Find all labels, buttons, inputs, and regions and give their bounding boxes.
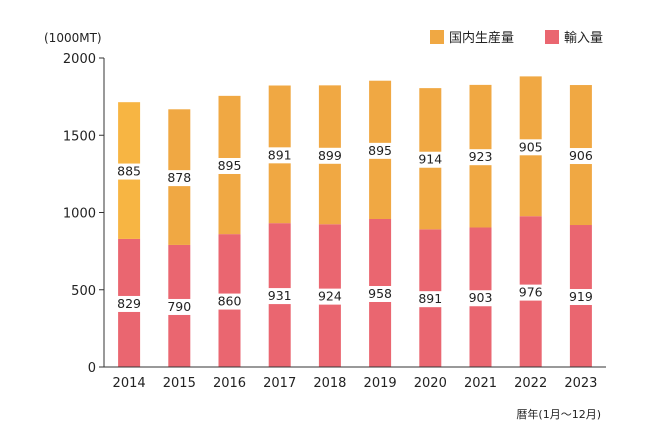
y-axis-ticks: 0 500 1000 1500 2000 [63,52,104,376]
x-tick-label: 2020 [414,376,447,391]
data-label: 860 [218,294,242,309]
data-labels: 829 885 790 878 860 895 931 891 924 899 958 895 891 9… [115,139,595,315]
data-label: 931 [268,288,292,303]
x-tick-label: 2017 [263,376,296,391]
x-tick-label: 2014 [113,376,146,391]
x-tick-label: 2019 [364,376,397,391]
data-label-background [115,163,144,180]
data-label-background [366,142,395,159]
data-label: 905 [519,139,543,154]
data-label-background [366,285,395,302]
data-label: 829 [117,296,141,311]
x-axis-ticks: 2014 2015 2016 2017 2018 2019 2020 2021 2022 2023 [113,376,598,391]
data-label-background [315,147,344,164]
axes [103,58,606,368]
y-tick-label: 1500 [63,129,96,144]
x-tick-label: 2015 [163,376,196,391]
legend-swatch [430,30,444,44]
data-label-background [566,289,595,306]
data-label: 919 [569,289,593,304]
data-label-background [516,284,545,301]
data-label: 895 [218,158,242,173]
data-label-background [566,148,595,165]
x-tick-label: 2016 [213,376,246,391]
data-label: 903 [469,290,493,305]
data-label: 976 [519,285,543,300]
data-label-background [516,139,545,156]
data-label: 914 [418,152,442,167]
data-label: 958 [368,286,392,301]
data-label-background [265,147,294,164]
data-label: 790 [167,299,191,314]
data-label: 923 [469,149,493,164]
data-label-background [466,290,495,307]
data-label-background [165,298,194,315]
y-tick-label: 2000 [63,52,96,67]
y-axis-unit-label: (1000MT) [44,31,102,45]
data-label: 895 [368,143,392,158]
data-label: 891 [418,291,442,306]
x-tick-label: 2021 [464,376,497,391]
data-label-background [416,291,445,308]
data-label: 891 [268,147,292,162]
data-label-background [265,288,294,305]
data-label: 885 [117,164,141,179]
x-tick-label: 2018 [313,376,346,391]
data-label-background [215,293,244,310]
data-label: 878 [167,170,191,185]
x-tick-label: 2022 [514,376,547,391]
data-label-background [165,170,194,187]
bars [118,76,592,367]
y-tick-label: 0 [88,361,96,376]
legend-label: 輸入量 [564,31,603,46]
y-tick-label: 500 [71,284,96,299]
data-label: 899 [318,148,342,163]
legend-swatch [545,30,559,44]
legend: 国内生産量 輸入量 [430,30,603,46]
data-label-background [466,149,495,166]
data-label-background [215,157,244,174]
x-tick-label: 2023 [564,376,597,391]
legend-label: 国内生産量 [449,30,514,46]
data-label: 906 [569,148,593,163]
data-label-background [416,151,445,168]
x-axis-label: 暦年(1月～12月) [516,407,601,421]
y-tick-label: 1000 [63,207,96,222]
data-label-background [115,295,144,312]
data-label-background [315,288,344,305]
data-label: 924 [318,289,342,304]
